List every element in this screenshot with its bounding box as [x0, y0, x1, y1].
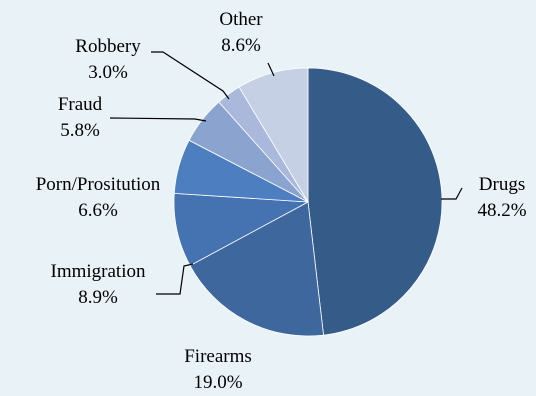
slice-label-fraud: Fraud [58, 94, 103, 115]
slice-label-drugs: Drugs [479, 174, 525, 195]
slice-label-firearms: Firearms [184, 346, 252, 367]
leader-line-robbery [151, 51, 230, 100]
leader-line-fraud [109, 117, 207, 122]
slice-label-immigration: Immigration [51, 261, 146, 282]
slice-value-label-firearms: 19.0% [193, 372, 242, 393]
leader-line-immigration [156, 263, 194, 295]
slice-value-label-drugs: 48.2% [477, 200, 526, 221]
slice-label-porn-prositution: Porn/Prositution [36, 174, 161, 195]
slice-labels: Drugs 48.2% Firearms 19.0% Immigration 8.9% Po… [36, 9, 527, 393]
pie-slices [173, 67, 443, 337]
pie-slice-drugs [307, 67, 443, 336]
slice-value-label-other: 8.6% [221, 35, 261, 56]
leader-line-drugs [441, 187, 463, 200]
pie-slice-firearms [189, 201, 324, 337]
slice-value-label-fraud: 5.8% [60, 120, 100, 141]
slice-value-label-immigration: 8.9% [78, 287, 118, 308]
leader-line-other [267, 62, 275, 77]
leader-lines [109, 51, 463, 295]
slice-label-other: Other [219, 9, 263, 30]
slice-value-label-porn-prositution: 6.6% [78, 200, 118, 221]
slice-value-label-robbery: 3.0% [88, 62, 128, 83]
slice-label-robbery: Robbery [75, 36, 141, 57]
